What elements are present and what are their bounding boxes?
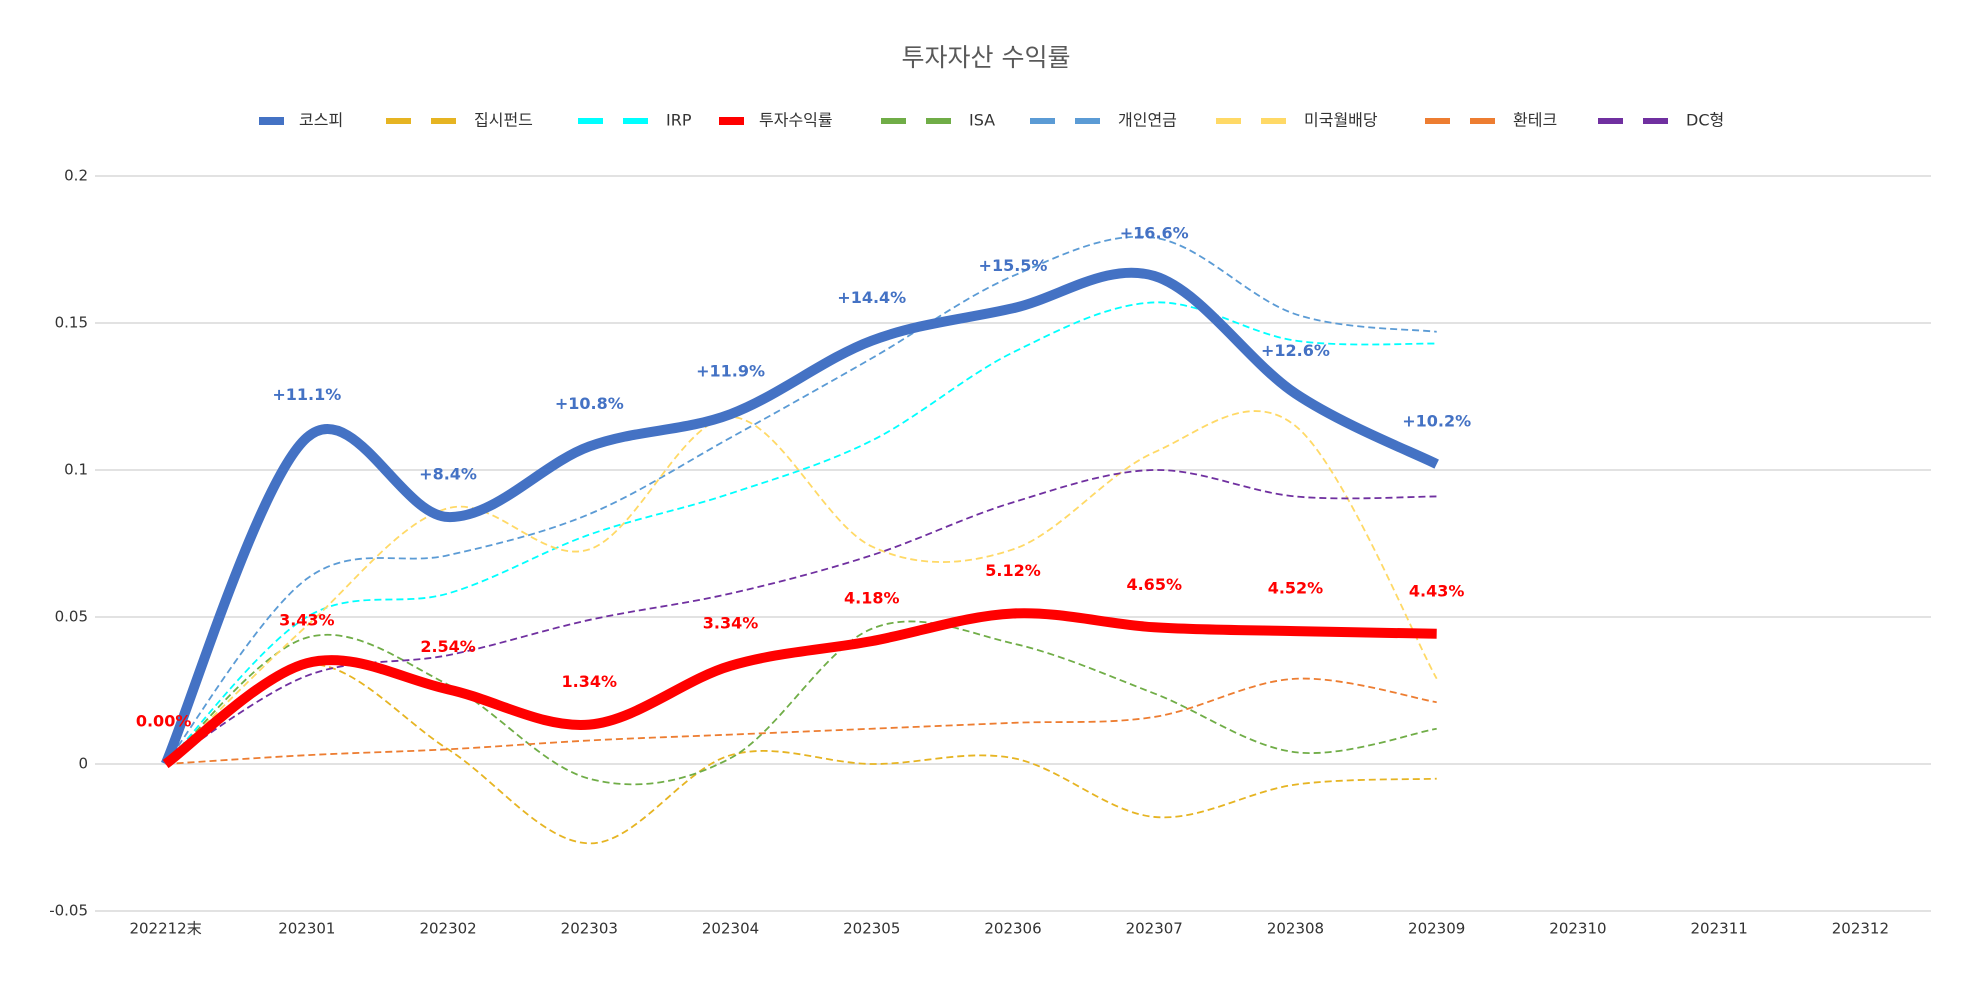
x-tick-label: 202309 — [1408, 920, 1465, 938]
y-tick-label: 0.05 — [55, 608, 88, 626]
x-tick-label: 202311 — [1691, 920, 1748, 938]
data-label: 1.34% — [562, 672, 618, 691]
data-label: +12.6% — [1261, 341, 1330, 360]
data-label: +16.6% — [1120, 223, 1189, 242]
data-label: +15.5% — [979, 256, 1048, 275]
x-tick-label: 202303 — [561, 920, 618, 938]
x-tick-label: 202212末 — [129, 920, 201, 938]
legend-label: DC형 — [1686, 111, 1724, 130]
data-label: 2.54% — [420, 637, 476, 656]
legend-label: IRP — [666, 111, 692, 130]
data-label: +8.4% — [419, 465, 477, 484]
data-label: 4.43% — [1409, 581, 1465, 600]
data-label: 3.34% — [703, 613, 759, 632]
data-label: 0.00% — [136, 712, 192, 731]
data-label: 4.65% — [1126, 575, 1182, 594]
series-line — [164, 410, 1438, 765]
data-label: 5.12% — [985, 561, 1041, 580]
legend-label: 투자수익률 — [759, 111, 833, 130]
legend-label: 집시펀드 — [474, 111, 533, 130]
series-line — [165, 620, 1437, 786]
data-label: +14.4% — [837, 288, 906, 307]
x-tick-label: 202312 — [1832, 920, 1889, 938]
series-line — [165, 677, 1437, 765]
x-tick-label: 202310 — [1549, 920, 1606, 938]
x-tick-label: 202302 — [419, 920, 476, 938]
legend-label: ISA — [969, 111, 995, 130]
data-label: 4.52% — [1268, 579, 1324, 598]
x-tick-label: 202308 — [1267, 920, 1324, 938]
data-label: 3.43% — [279, 611, 335, 630]
x-tick-label: 202306 — [984, 920, 1041, 938]
x-tick-label: 202307 — [1126, 920, 1183, 938]
legend-label: 코스피 — [299, 111, 343, 130]
x-tick-label: 202304 — [702, 920, 759, 938]
data-label: +11.1% — [272, 385, 341, 404]
data-label: 4.18% — [844, 589, 900, 608]
series-line — [162, 608, 1437, 769]
series-line — [161, 267, 1439, 766]
y-tick-label: 0.15 — [55, 314, 88, 332]
data-label: +11.9% — [696, 362, 765, 381]
y-tick-label: 0.1 — [64, 461, 88, 479]
legend-label: 미국월배당 — [1304, 111, 1378, 130]
data-label: +10.2% — [1402, 412, 1471, 431]
series-line — [165, 663, 1437, 845]
data-label: +10.8% — [555, 394, 624, 413]
x-tick-label: 202301 — [278, 920, 335, 938]
y-tick-label: 0.2 — [64, 167, 88, 185]
x-tick-label: 202305 — [843, 920, 900, 938]
legend-label: 환테크 — [1513, 111, 1557, 130]
y-tick-label: -0.05 — [49, 902, 88, 920]
chart-title: 투자자산 수익률 — [902, 43, 1071, 72]
y-tick-label: 0 — [78, 755, 88, 773]
legend-label: 개인연금 — [1118, 111, 1177, 130]
series-line — [164, 235, 1437, 765]
